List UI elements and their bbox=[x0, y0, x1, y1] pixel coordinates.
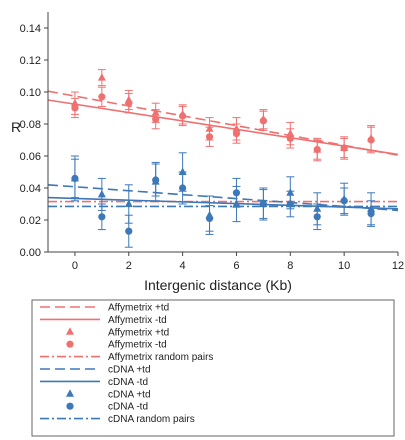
series-2 bbox=[70, 69, 376, 162]
y-axis-label: R bbox=[11, 119, 21, 135]
legend-box bbox=[31, 299, 395, 437]
legend-label: Affymetrix -td bbox=[108, 315, 167, 326]
legend-entry-1: Affymetrix -td bbox=[40, 315, 167, 326]
axes: 0 2 4 6 8 10 12 0.00 0.02 0.04 0.06 0.08 0.10 0.12 0.1… bbox=[20, 12, 404, 272]
legend-entry-5: cDNA +td bbox=[40, 365, 151, 376]
x-tick-label: 2 bbox=[126, 260, 132, 272]
legend-entry-2: Affymetrix +td bbox=[66, 327, 169, 338]
legend-circle-swatch bbox=[66, 402, 74, 410]
data-point-triangle bbox=[97, 73, 106, 81]
legend-entry-3: Affymetrix -td bbox=[66, 340, 167, 351]
y-tick-label: 0.12 bbox=[20, 55, 41, 67]
data-point-circle bbox=[152, 176, 160, 184]
series-8 bbox=[70, 158, 376, 248]
y-tick-label: 0.08 bbox=[20, 119, 41, 131]
data-point-circle bbox=[232, 189, 241, 197]
legend-triangle-swatch bbox=[66, 327, 74, 335]
legend-label: cDNA +td bbox=[108, 389, 151, 400]
y-tick-label: 0.00 bbox=[20, 247, 41, 259]
data-point-circle bbox=[152, 115, 160, 123]
data-point-circle bbox=[179, 112, 187, 120]
data-point-circle bbox=[125, 99, 133, 107]
data-point-circle bbox=[340, 197, 348, 205]
data-point-circle bbox=[205, 133, 214, 141]
legend-triangle-swatch bbox=[66, 389, 74, 397]
y-tick-label: 0.04 bbox=[20, 183, 41, 195]
legend-entry-7: cDNA +td bbox=[66, 389, 151, 400]
legend-label: cDNA -td bbox=[108, 402, 148, 413]
y-tick-label: 0.06 bbox=[20, 151, 41, 163]
x-tick-label: 12 bbox=[392, 260, 404, 272]
trend-line bbox=[47, 99, 399, 156]
data-point-circle bbox=[286, 134, 294, 142]
legend-label: Affymetrix +td bbox=[108, 303, 169, 314]
legend-entry-8: cDNA -td bbox=[66, 402, 148, 413]
x-tick-label: 8 bbox=[287, 260, 293, 272]
series-1 bbox=[47, 99, 399, 156]
legend-entry-9: cDNA random pairs bbox=[40, 414, 195, 425]
plot-area bbox=[47, 69, 399, 248]
data-point-triangle bbox=[178, 167, 187, 175]
legend-entry-4: Affymetrix random pairs bbox=[40, 352, 213, 363]
data-point-circle bbox=[98, 93, 106, 101]
series-7 bbox=[70, 152, 376, 235]
x-tick-label: 4 bbox=[180, 260, 186, 272]
x-tick-label: 6 bbox=[233, 260, 239, 272]
data-point-circle bbox=[71, 104, 79, 112]
legend-label: Affymetrix +td bbox=[108, 327, 169, 338]
data-point-circle bbox=[98, 213, 106, 221]
data-point-circle bbox=[179, 184, 187, 192]
legend-label: Affymetrix -td bbox=[108, 340, 167, 351]
legend-circle-swatch bbox=[66, 340, 74, 348]
legend-entry-0: Affymetrix +td bbox=[40, 303, 169, 314]
data-point-circle bbox=[232, 130, 241, 138]
data-point-circle bbox=[313, 146, 321, 154]
y-tick-label: 0.14 bbox=[20, 23, 41, 35]
y-tick-label: 0.02 bbox=[20, 215, 41, 227]
data-point-circle bbox=[340, 144, 348, 152]
data-point-circle bbox=[313, 213, 321, 221]
data-point-circle bbox=[367, 136, 375, 144]
data-point-triangle bbox=[124, 199, 133, 207]
legend-label: Affymetrix random pairs bbox=[108, 352, 213, 363]
data-point-circle bbox=[205, 214, 214, 222]
data-point-circle bbox=[367, 210, 375, 218]
series-3 bbox=[70, 86, 376, 160]
y-tick-label: 0.10 bbox=[20, 87, 41, 99]
data-point-circle bbox=[259, 117, 267, 125]
x-axis-label: Intergenic distance (Kb) bbox=[144, 277, 292, 293]
x-tick-label: 10 bbox=[338, 260, 350, 272]
legend-label: cDNA random pairs bbox=[108, 414, 195, 425]
legend-entry-6: cDNA -td bbox=[40, 377, 148, 388]
x-tick-label: 0 bbox=[72, 260, 78, 272]
data-point-circle bbox=[125, 227, 133, 235]
data-point-circle bbox=[71, 174, 79, 182]
legend-label: cDNA -td bbox=[108, 377, 148, 388]
legend-label: cDNA +td bbox=[108, 365, 151, 376]
data-point-triangle bbox=[97, 189, 106, 198]
